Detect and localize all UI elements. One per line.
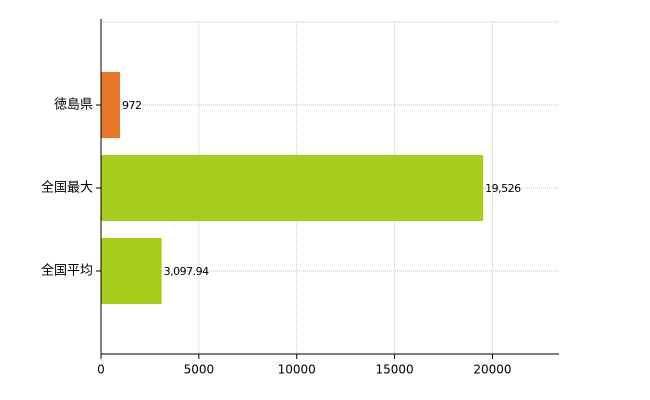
bar <box>101 238 162 304</box>
y-tick-label: 全国最大 <box>41 180 93 196</box>
x-tick-label: 15000 <box>375 363 413 377</box>
value-label: 972 <box>122 99 142 112</box>
bar <box>101 72 121 138</box>
y-tick-label: 徳島県 <box>54 98 93 113</box>
x-tick-label: 5000 <box>184 363 215 377</box>
x-tick-label: 0 <box>97 363 105 377</box>
x-tick-label: 10000 <box>278 363 316 377</box>
y-tick-label: 全国平均 <box>41 263 93 279</box>
x-tick-label: 20000 <box>473 363 511 377</box>
bar <box>101 155 484 221</box>
value-label: 3,097.94 <box>164 265 209 278</box>
value-label: 19,526 <box>485 182 521 195</box>
